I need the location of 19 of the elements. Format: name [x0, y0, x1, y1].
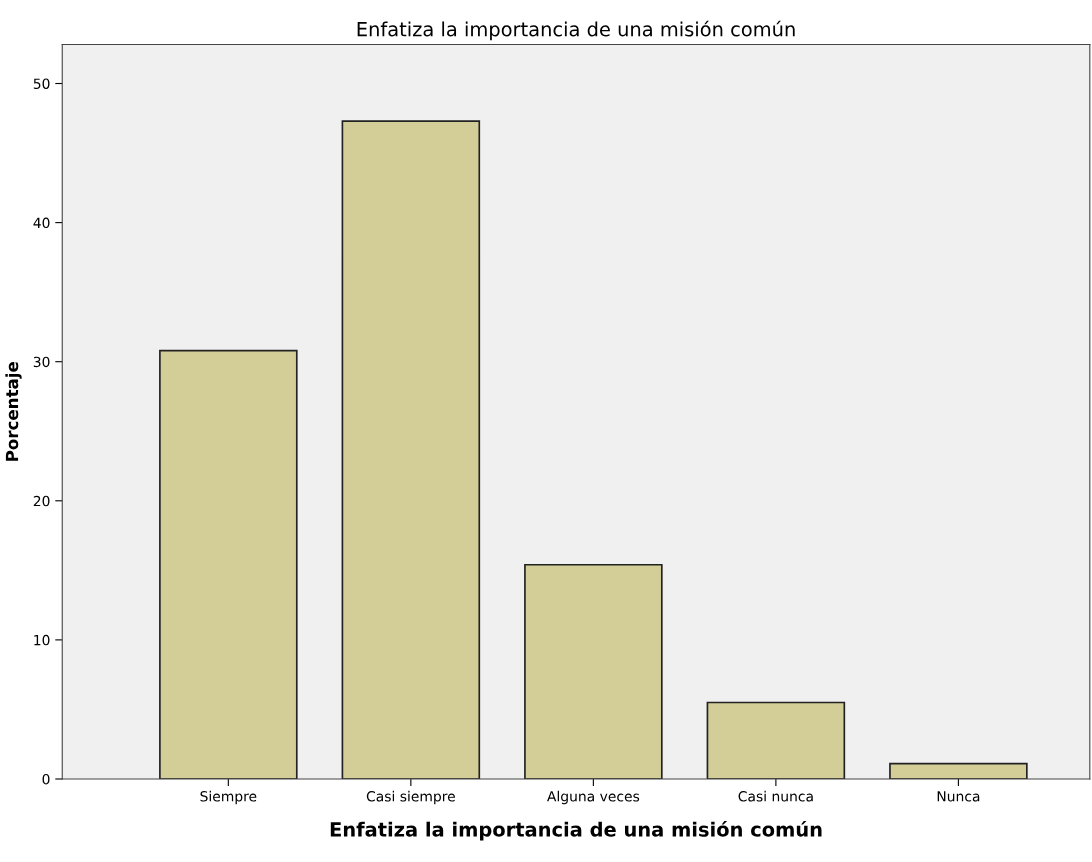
chart-title: Enfatiza la importancia de una misión común — [357, 20, 795, 41]
x-tick-label: Siempre — [200, 790, 257, 805]
y-tick-label: 0 — [42, 773, 50, 785]
bar — [889, 762, 1028, 779]
bar — [159, 349, 298, 779]
y-axis-title: Porcentaje — [5, 362, 22, 461]
bar — [524, 563, 663, 779]
x-tick-label: Casi nunca — [738, 790, 813, 802]
bar — [341, 120, 481, 779]
x-tick-label: Nunca — [937, 791, 980, 802]
x-tick-label: Alguna veces — [547, 790, 640, 805]
x-tick-label: Casi siempre — [366, 790, 455, 805]
y-tick-label: 30 — [33, 356, 50, 368]
y-tick-label: 50 — [33, 78, 50, 89]
y-tick-label: 10 — [34, 634, 50, 646]
y-tick-label: 40 — [33, 217, 50, 229]
y-tick-label: 20 — [33, 495, 50, 507]
x-axis-title: Enfatiza la importancia de una misión común — [330, 820, 822, 841]
bar — [706, 701, 846, 779]
